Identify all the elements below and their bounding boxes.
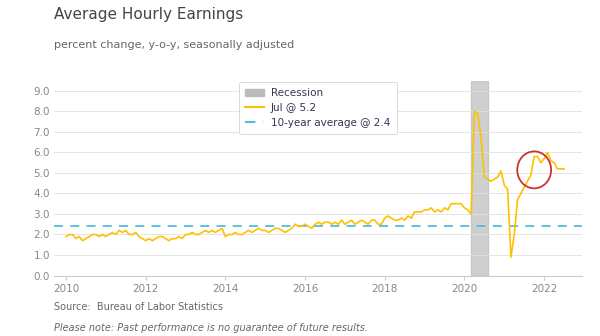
Text: Source:  Bureau of Labor Statistics: Source: Bureau of Labor Statistics — [54, 302, 223, 312]
Legend: Recession, Jul @ 5.2, 10-year average @ 2.4: Recession, Jul @ 5.2, 10-year average @ … — [239, 82, 397, 134]
Text: Please note: Past performance is no guarantee of future results.: Please note: Past performance is no guar… — [54, 323, 368, 333]
Text: Average Hourly Earnings: Average Hourly Earnings — [54, 7, 243, 22]
Text: percent change, y-o-y, seasonally adjusted: percent change, y-o-y, seasonally adjust… — [54, 40, 294, 50]
Bar — [471, 81, 488, 276]
